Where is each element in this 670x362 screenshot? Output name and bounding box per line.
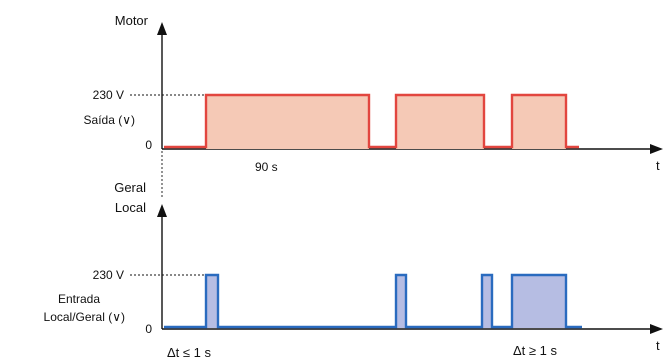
input-x-axis-arrow-icon: [650, 324, 663, 334]
input-signal-label-line1: Entrada: [58, 292, 100, 306]
motor-chart: Motor t 230 V Saída (∨) 0 90 s: [84, 13, 663, 174]
motor-y-axis-arrow-icon: [157, 22, 167, 35]
motor-zero-label: 0: [145, 138, 152, 152]
motor-pulse: [512, 95, 566, 149]
motor-output-signal: [164, 93, 579, 149]
input-x-axis-label: t: [656, 338, 660, 353]
motor-duration-label: 90 s: [255, 160, 278, 174]
motor-pulse: [396, 95, 484, 149]
motor-signal-label: Saída (∨): [84, 113, 135, 127]
motor-x-axis-arrow-icon: [650, 144, 663, 154]
input-pulse: [206, 275, 218, 328]
input-signal-label-line2: Local/Geral (∨): [44, 310, 125, 324]
motor-axis-title: Motor: [115, 13, 149, 28]
input-pulse: [482, 275, 492, 328]
input-chart: Geral Local t 230 V Entrada Local/Geral …: [44, 180, 663, 360]
input-pulse: [512, 275, 566, 328]
input-y-axis-arrow-icon: [157, 204, 167, 217]
input-axis-title-line1: Geral: [114, 180, 146, 195]
motor-x-axis-label: t: [656, 158, 660, 173]
input-pulse: [396, 275, 406, 328]
long-pulse-label: Δt ≥ 1 s: [513, 343, 557, 358]
input-signal: [164, 273, 582, 329]
short-pulse-label: Δt ≤ 1 s: [167, 345, 211, 360]
input-axis-title-line2: Local: [115, 200, 146, 215]
input-level-label: 230 V: [93, 268, 124, 282]
input-zero-label: 0: [145, 322, 152, 336]
motor-level-label: 230 V: [93, 88, 124, 102]
motor-pulse: [206, 95, 369, 149]
